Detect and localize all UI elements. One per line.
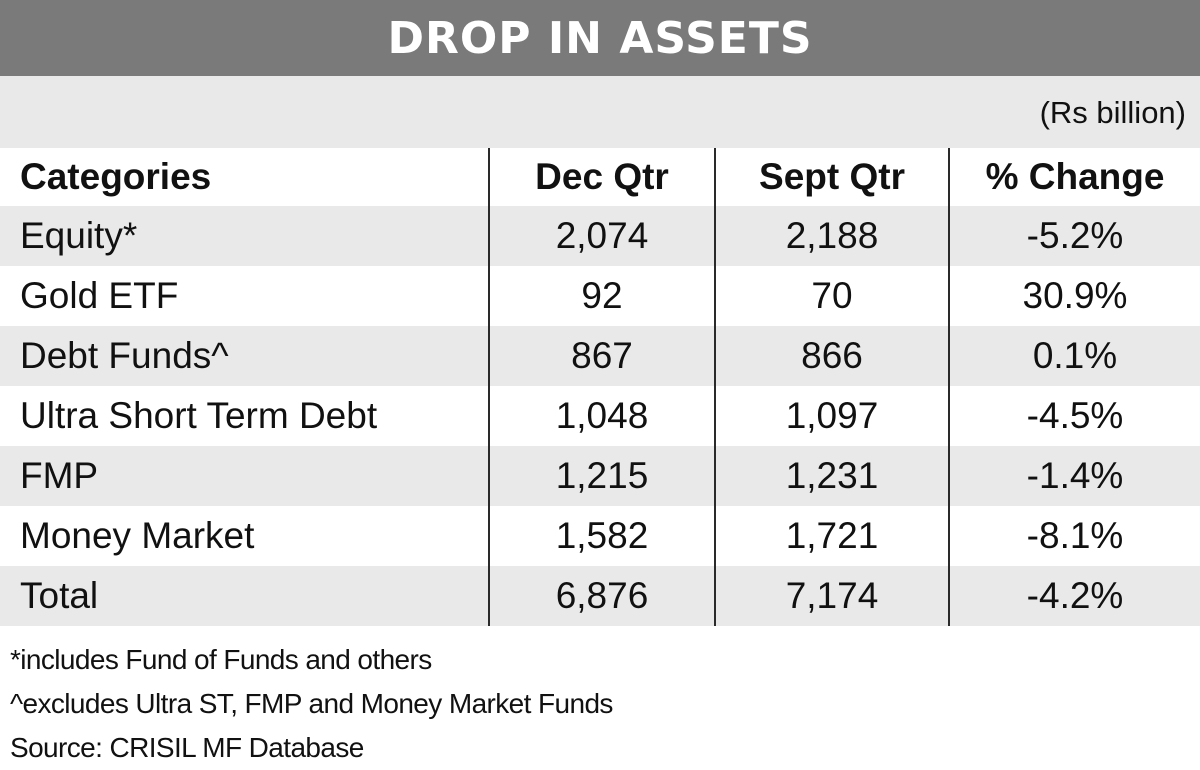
dec-qtr-cell: 1,582 — [488, 506, 715, 566]
table-row: Gold ETF 92 70 30.9% — [0, 266, 1200, 326]
table-header-row: Categories Dec Qtr Sept Qtr % Change — [0, 148, 1200, 206]
sept-qtr-cell: 7,174 — [714, 566, 949, 626]
column-header-sept-qtr: Sept Qtr — [714, 148, 949, 206]
footnotes: *includes Fund of Funds and others ^excl… — [10, 638, 613, 770]
table-row: Money Market 1,582 1,721 -8.1% — [0, 506, 1200, 566]
source-note: Source: CRISIL MF Database — [10, 732, 364, 763]
sept-qtr-cell: 866 — [714, 326, 949, 386]
change-cell: -1.4% — [948, 446, 1200, 506]
category-cell: Gold ETF — [20, 275, 179, 316]
table-body: Equity* 2,074 2,188 -5.2% Gold ETF 92 70 30.9% D… — [0, 206, 1200, 626]
change-cell: 30.9% — [948, 266, 1200, 326]
footnote-debt-exclusions: ^excludes Ultra ST, FMP and Money Market… — [10, 688, 613, 719]
category-cell: Ultra Short Term Debt — [20, 395, 378, 436]
change-cell: -4.2% — [948, 566, 1200, 626]
table-row: Debt Funds^ 867 866 0.1% — [0, 326, 1200, 386]
dec-qtr-cell: 1,048 — [488, 386, 715, 446]
sept-qtr-cell: 2,188 — [714, 206, 949, 266]
category-cell: Debt Funds^ — [20, 335, 229, 376]
category-cell: Equity* — [20, 215, 138, 256]
category-cell: Total — [20, 575, 99, 616]
sept-qtr-cell: 1,097 — [714, 386, 949, 446]
change-cell: 0.1% — [948, 326, 1200, 386]
table-row: FMP 1,215 1,231 -1.4% — [0, 446, 1200, 506]
category-cell: FMP — [20, 455, 99, 496]
column-header-categories: Categories — [20, 156, 212, 197]
chart-title: DROP IN ASSETS — [387, 12, 813, 64]
change-cell: -4.5% — [948, 386, 1200, 446]
column-header-change: % Change — [948, 148, 1200, 206]
table-row: Ultra Short Term Debt 1,048 1,097 -4.5% — [0, 386, 1200, 446]
category-cell: Money Market — [20, 515, 255, 556]
change-cell: -8.1% — [948, 506, 1200, 566]
title-bar: DROP IN ASSETS — [0, 0, 1200, 76]
sept-qtr-cell: 1,231 — [714, 446, 949, 506]
sept-qtr-cell: 1,721 — [714, 506, 949, 566]
dec-qtr-cell: 6,876 — [488, 566, 715, 626]
sept-qtr-cell: 70 — [714, 266, 949, 326]
change-cell: -5.2% — [948, 206, 1200, 266]
dec-qtr-cell: 2,074 — [488, 206, 715, 266]
dec-qtr-cell: 867 — [488, 326, 715, 386]
table-row: Equity* 2,074 2,188 -5.2% — [0, 206, 1200, 266]
footnote-fund-of-funds: *includes Fund of Funds and others — [10, 644, 432, 675]
data-table: Categories Dec Qtr Sept Qtr % Change Equ… — [0, 148, 1200, 626]
dec-qtr-cell: 1,215 — [488, 446, 715, 506]
dec-qtr-cell: 92 — [488, 266, 715, 326]
units-label: (Rs billion) — [1039, 95, 1186, 130]
units-bar: (Rs billion) — [0, 76, 1200, 148]
table-row: Total 6,876 7,174 -4.2% — [0, 566, 1200, 626]
column-header-dec-qtr: Dec Qtr — [488, 148, 715, 206]
